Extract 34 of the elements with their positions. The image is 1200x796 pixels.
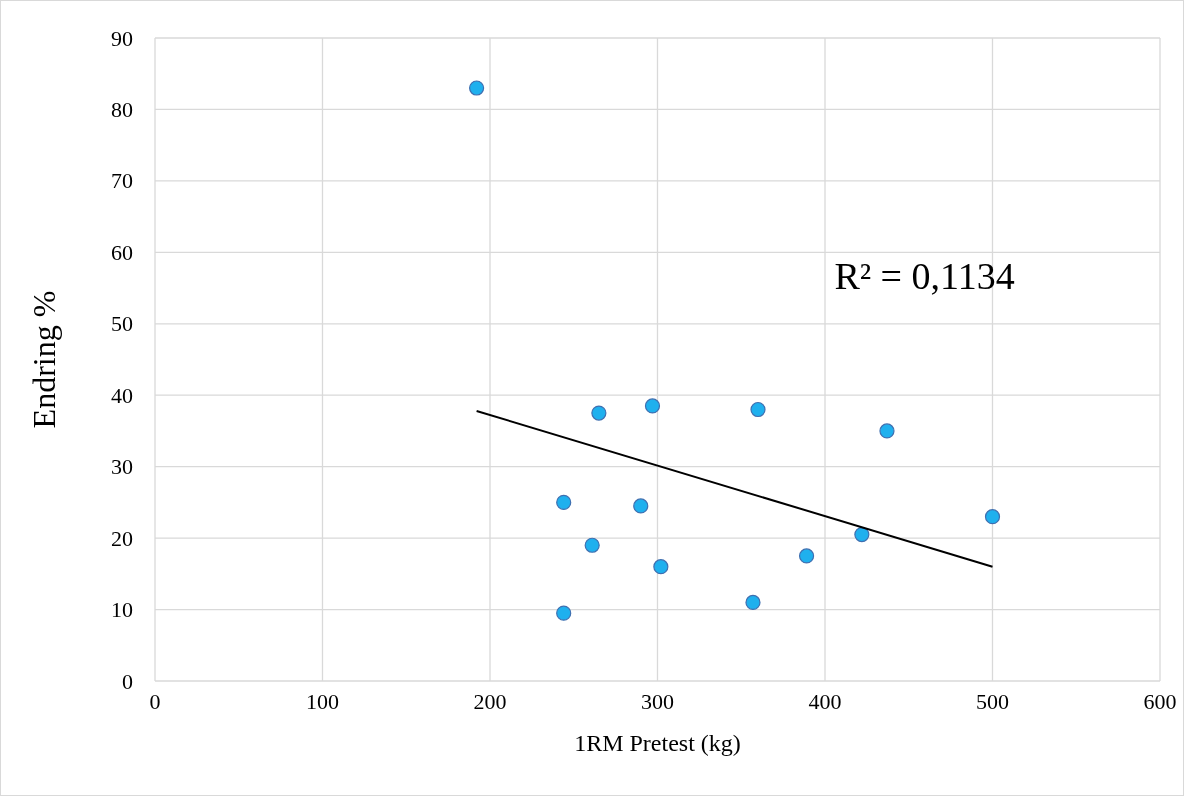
y-tick-label: 30 — [111, 454, 133, 480]
x-tick-label: 500 — [976, 689, 1009, 714]
y-tick-label: 70 — [111, 168, 133, 194]
point — [745, 594, 761, 611]
y-tick-label: 0 — [122, 668, 133, 694]
point — [984, 509, 1001, 525]
point — [854, 526, 870, 543]
point — [798, 548, 815, 564]
point — [591, 405, 607, 421]
x-tick-label: 200 — [473, 689, 507, 714]
y-tick-label: 60 — [111, 239, 133, 265]
y-tick-label: 80 — [111, 96, 133, 122]
x-axis-title: 1RM Pretest (kg) — [574, 730, 741, 756]
annotation: R² = 0,1134 — [834, 254, 1015, 297]
x-tick-label: 300 — [641, 689, 674, 714]
x-tick-label: 0 — [149, 689, 161, 714]
y-tick-label: 20 — [111, 525, 133, 551]
y-tick-label: 40 — [111, 382, 133, 408]
y-tick-label: 90 — [111, 25, 133, 51]
point — [584, 537, 600, 553]
point — [644, 398, 661, 414]
point — [556, 494, 572, 510]
point — [469, 80, 485, 96]
y-axis-title: Endring % — [26, 290, 62, 429]
x-tick-label: 100 — [306, 689, 339, 714]
x-tick-label: 400 — [808, 689, 842, 714]
point — [633, 498, 649, 514]
point — [879, 423, 895, 439]
point — [750, 401, 766, 418]
point — [556, 605, 572, 621]
point — [653, 559, 669, 575]
x-tick-label: 600 — [1143, 689, 1177, 714]
y-tick-label: 50 — [111, 311, 133, 337]
y-tick-label: 10 — [111, 597, 133, 623]
